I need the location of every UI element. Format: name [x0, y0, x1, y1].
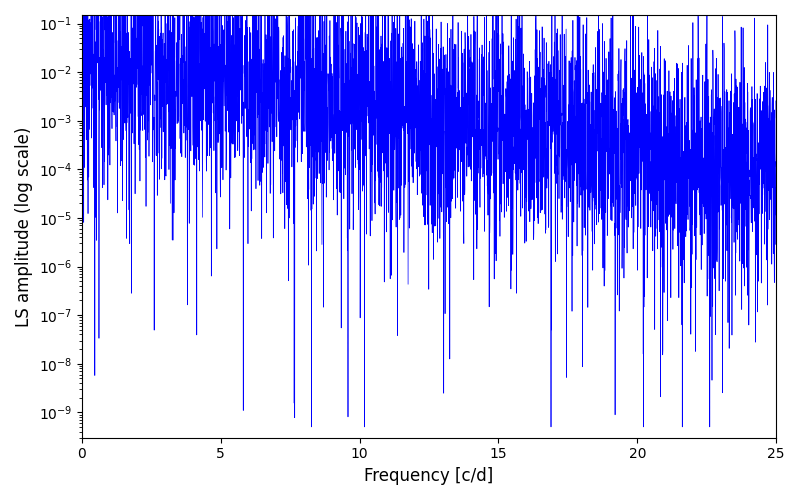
Y-axis label: LS amplitude (log scale): LS amplitude (log scale) — [15, 126, 33, 326]
X-axis label: Frequency [c/d]: Frequency [c/d] — [364, 467, 494, 485]
